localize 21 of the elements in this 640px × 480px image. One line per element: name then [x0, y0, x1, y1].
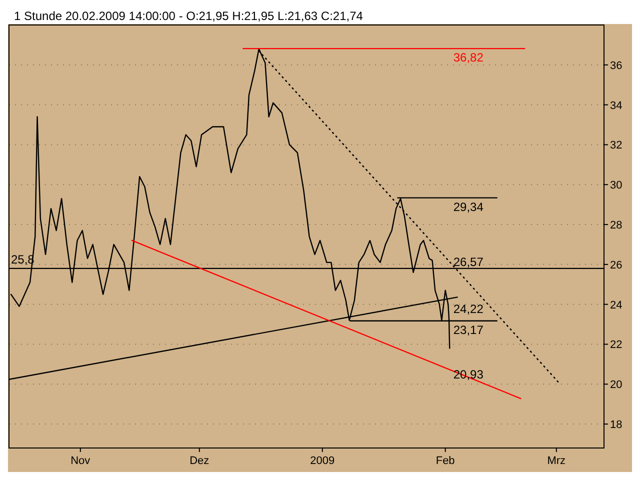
x-tick-label: 2009 [310, 455, 335, 467]
chart-title: 1 Stunde 20.02.2009 14:00:00 - O:21,95 H:21,95 L:21,63 C:21,74 [14, 9, 364, 23]
y-tick-label: 34 [610, 100, 622, 112]
x-tick-label: Feb [436, 455, 455, 467]
y-tick-label: 36 [610, 60, 622, 72]
annotation: 23,17 [453, 322, 484, 337]
annotation: 29,34 [453, 200, 484, 214]
x-tick-label: Nov [70, 455, 91, 467]
annotation: 26,57 [453, 255, 484, 270]
y-tick-label: 20 [610, 379, 622, 392]
y-tick-label: 18 [610, 419, 622, 432]
y-tick-label: 24 [610, 299, 622, 312]
y-tick-label: 22 [610, 339, 622, 352]
y-tick-label: 26 [610, 259, 622, 272]
y-tick-label: 28 [610, 220, 622, 232]
annotation: 36,82 [453, 50, 484, 65]
y-tick-label: 30 [610, 180, 622, 192]
x-tick-label: Mrz [547, 455, 566, 467]
x-tick-label: Dez [190, 455, 210, 467]
y-tick-label: 32 [610, 140, 622, 152]
annotation: 24,22 [453, 302, 484, 316]
